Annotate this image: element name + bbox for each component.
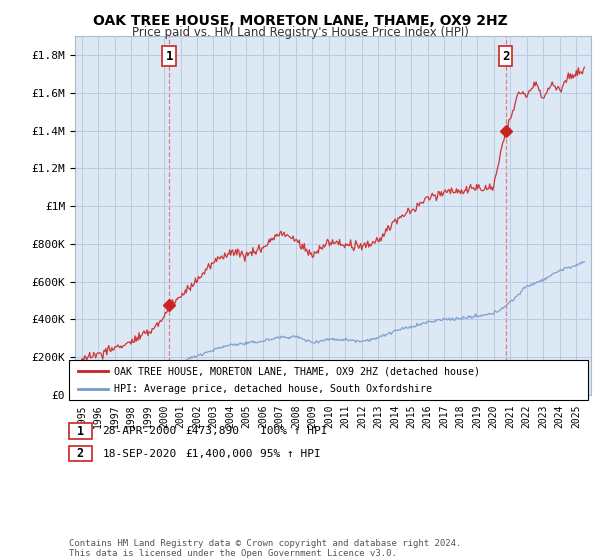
Text: 1: 1 xyxy=(77,424,84,438)
Text: 28-APR-2000: 28-APR-2000 xyxy=(103,426,177,436)
Text: £473,890: £473,890 xyxy=(185,426,239,436)
Text: Contains HM Land Registry data © Crown copyright and database right 2024.
This d: Contains HM Land Registry data © Crown c… xyxy=(69,539,461,558)
Text: OAK TREE HOUSE, MORETON LANE, THAME, OX9 2HZ (detached house): OAK TREE HOUSE, MORETON LANE, THAME, OX9… xyxy=(114,366,480,376)
Text: 2: 2 xyxy=(502,50,509,63)
Text: Price paid vs. HM Land Registry's House Price Index (HPI): Price paid vs. HM Land Registry's House … xyxy=(131,26,469,39)
Text: £1,400,000: £1,400,000 xyxy=(185,449,253,459)
Text: HPI: Average price, detached house, South Oxfordshire: HPI: Average price, detached house, Sout… xyxy=(114,384,432,394)
Text: 1: 1 xyxy=(166,50,173,63)
Text: 95% ↑ HPI: 95% ↑ HPI xyxy=(260,449,320,459)
Text: 100% ↑ HPI: 100% ↑ HPI xyxy=(260,426,328,436)
Text: OAK TREE HOUSE, MORETON LANE, THAME, OX9 2HZ: OAK TREE HOUSE, MORETON LANE, THAME, OX9… xyxy=(92,14,508,28)
Text: 2: 2 xyxy=(77,447,84,460)
Text: 18-SEP-2020: 18-SEP-2020 xyxy=(103,449,177,459)
